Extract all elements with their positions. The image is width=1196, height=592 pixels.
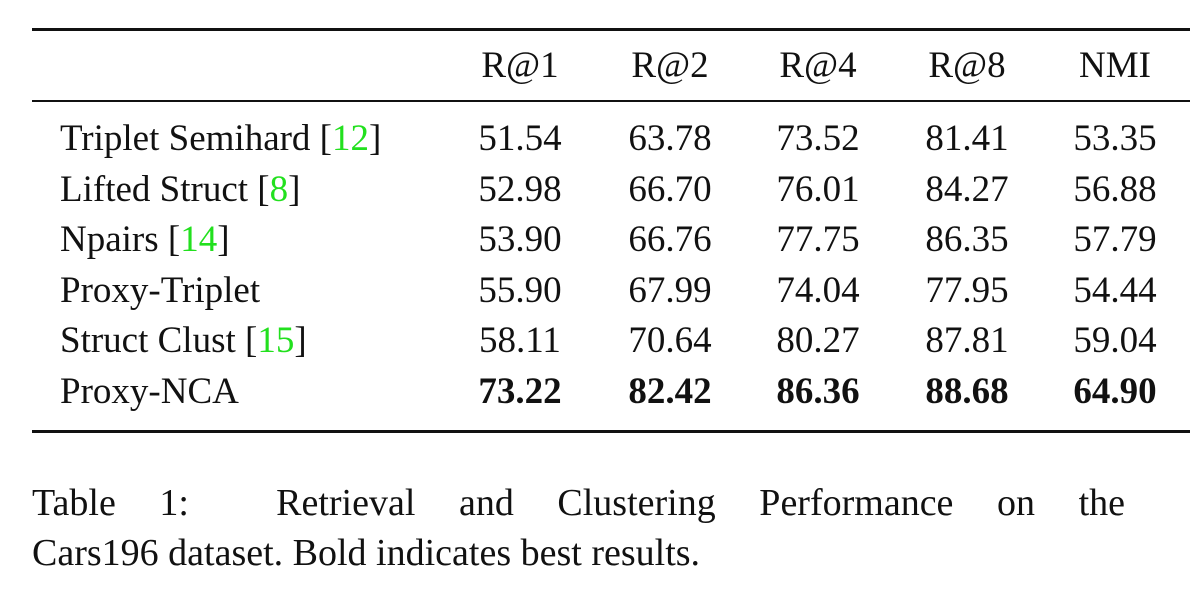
top-rule — [32, 28, 1190, 31]
method-name: Npairs [14] — [60, 218, 230, 262]
score-cell: 73.52 — [776, 118, 860, 159]
score-cell: 70.64 — [628, 320, 712, 361]
score-cell: 76.01 — [776, 168, 860, 210]
citation: 15 — [257, 320, 295, 361]
method-text: Lifted Struct [ — [60, 168, 270, 210]
score-cell: 64.90 — [1073, 370, 1157, 412]
caption-line: Cars196 dataset. Bold indicates best res… — [32, 532, 701, 574]
score-cell: 51.54 — [478, 118, 562, 159]
column-header: R@4 — [779, 45, 857, 86]
score-cell: 54.44 — [1073, 269, 1157, 311]
method-text: Npairs [ — [60, 219, 181, 260]
score-cell: 63.78 — [628, 118, 712, 159]
score-cell: 87.81 — [925, 320, 1009, 361]
method-name: Struct Clust [15] — [60, 319, 307, 363]
citation: 8 — [269, 168, 289, 210]
method-text: ] — [288, 168, 301, 210]
mid-rule — [32, 100, 1190, 102]
score-cell: 84.27 — [925, 168, 1009, 210]
column-header: R@2 — [631, 45, 709, 86]
score-cell: 77.95 — [925, 269, 1009, 311]
score-cell: 59.04 — [1073, 320, 1157, 361]
score-cell: 66.76 — [628, 219, 712, 260]
score-cell: 67.99 — [628, 269, 712, 311]
column-header: R@8 — [928, 45, 1006, 86]
citation: 12 — [332, 118, 370, 159]
score-cell: 53.90 — [478, 219, 562, 260]
method-text: ] — [369, 118, 382, 159]
column-header: R@1 — [481, 45, 559, 86]
method-name: Proxy-Triplet — [60, 269, 260, 313]
method-name: Proxy-NCA — [60, 370, 239, 414]
method-text: ] — [217, 219, 230, 260]
score-cell: 53.35 — [1073, 118, 1157, 159]
method-name: Triplet Semihard [12] — [60, 117, 381, 161]
score-cell: 86.35 — [925, 219, 1009, 260]
score-cell: 56.88 — [1073, 168, 1157, 210]
method-text: ] — [294, 320, 307, 361]
score-cell: 74.04 — [776, 269, 860, 311]
method-text: Struct Clust [ — [60, 320, 258, 361]
column-header: NMI — [1079, 45, 1151, 86]
caption-line: Table 1: Retrieval and Clustering Perfor… — [32, 482, 1125, 524]
score-cell: 80.27 — [776, 320, 860, 361]
method-text: Proxy-NCA — [60, 370, 239, 412]
score-cell: 58.11 — [479, 320, 561, 361]
score-cell: 86.36 — [776, 370, 860, 412]
citation: 14 — [180, 219, 218, 260]
score-cell: 81.41 — [925, 118, 1009, 159]
bottom-rule — [32, 430, 1190, 433]
score-cell: 66.70 — [628, 168, 712, 210]
score-cell: 82.42 — [628, 370, 712, 412]
score-cell: 73.22 — [478, 370, 562, 412]
method-text: Triplet Semihard [ — [60, 118, 333, 159]
score-cell: 55.90 — [478, 269, 562, 311]
score-cell: 57.79 — [1073, 219, 1157, 260]
score-cell: 88.68 — [925, 370, 1009, 412]
method-name: Lifted Struct [8] — [60, 168, 300, 212]
score-cell: 52.98 — [478, 168, 562, 210]
method-text: Proxy-Triplet — [60, 269, 261, 311]
score-cell: 77.75 — [776, 219, 860, 260]
